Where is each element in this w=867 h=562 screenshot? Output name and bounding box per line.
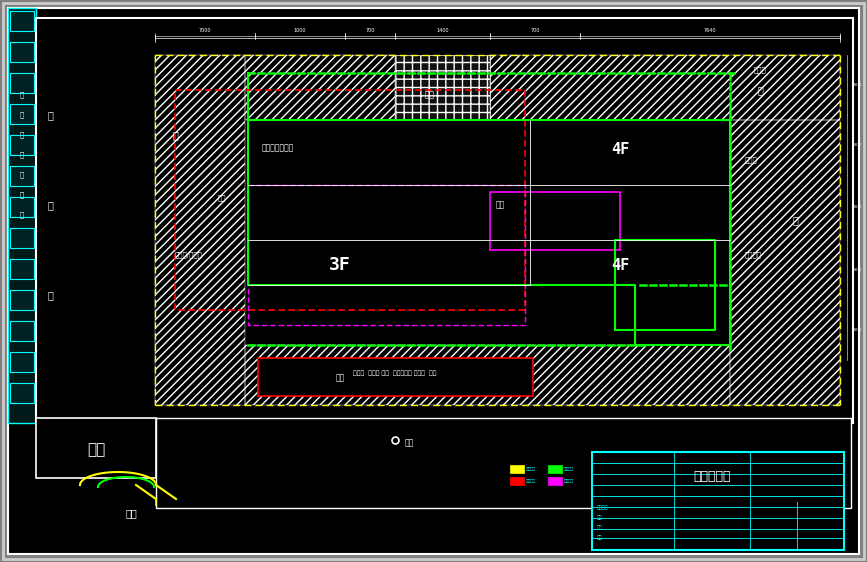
Text: 7000: 7000 — [199, 28, 212, 33]
Text: 沙: 沙 — [172, 130, 178, 140]
Bar — [548, 465, 562, 473]
Bar — [510, 477, 524, 485]
Bar — [10, 135, 34, 155]
Bar — [10, 290, 34, 310]
Bar — [155, 55, 245, 405]
Text: 红色虚线: 红色虚线 — [526, 479, 536, 483]
Bar — [10, 383, 34, 403]
Text: 动: 动 — [47, 290, 53, 300]
Bar — [395, 55, 490, 120]
Text: 道路: 道路 — [425, 90, 435, 99]
Text: 沙: 沙 — [757, 85, 763, 95]
Bar — [245, 345, 730, 405]
Text: 日期: 日期 — [597, 534, 603, 540]
Text: 700: 700 — [531, 28, 539, 33]
Text: 4F: 4F — [611, 257, 629, 273]
Text: 4F: 4F — [611, 143, 629, 157]
Text: 1000: 1000 — [294, 28, 306, 33]
Bar — [10, 166, 34, 186]
Text: 消防: 消防 — [218, 194, 226, 201]
Text: 布: 布 — [20, 192, 24, 198]
Bar — [10, 11, 34, 31]
Text: 7640: 7640 — [704, 28, 716, 33]
Bar — [258, 358, 533, 396]
Text: 1800: 1800 — [852, 206, 863, 210]
Bar — [592, 452, 844, 550]
Text: 南昌: 南昌 — [126, 508, 138, 518]
Text: 模板制作与堆放: 模板制作与堆放 — [262, 143, 295, 152]
Bar — [10, 259, 34, 279]
Text: 1800: 1800 — [852, 328, 863, 332]
Text: 水泥库/混凝土: 水泥库/混凝土 — [175, 252, 203, 259]
Bar — [490, 192, 620, 250]
Bar — [10, 228, 34, 248]
Text: 比例: 比例 — [597, 524, 603, 529]
Bar — [10, 73, 34, 93]
Bar — [36, 418, 156, 478]
Text: 3F: 3F — [329, 256, 351, 274]
Bar — [10, 42, 34, 62]
Bar — [10, 352, 34, 372]
Text: 1800: 1800 — [852, 83, 863, 87]
Text: 项目: 项目 — [597, 514, 603, 519]
Text: 劳: 劳 — [47, 200, 53, 210]
Bar — [156, 418, 851, 508]
Text: 黄色虚线: 黄色虚线 — [526, 467, 536, 471]
Text: 施工平面图: 施工平面图 — [694, 470, 731, 483]
Text: 1400: 1400 — [436, 28, 449, 33]
Text: 紫色虚线: 紫色虚线 — [564, 479, 574, 483]
Text: 面: 面 — [20, 152, 24, 158]
Text: 置: 置 — [20, 212, 24, 218]
Text: 施: 施 — [20, 92, 24, 98]
Text: 大门: 大门 — [87, 442, 105, 457]
Text: 1800: 1800 — [852, 143, 863, 147]
Text: 绿色实线: 绿色实线 — [564, 467, 574, 471]
Text: 升降道: 升降道 — [745, 157, 758, 164]
Text: 道路: 道路 — [336, 374, 344, 383]
Text: 1800: 1800 — [852, 268, 863, 272]
Bar — [615, 240, 715, 330]
Text: 电源: 电源 — [405, 438, 414, 447]
Bar — [10, 321, 34, 341]
Bar — [245, 55, 395, 120]
Bar — [548, 477, 562, 485]
Text: 图: 图 — [20, 172, 24, 178]
Bar — [10, 197, 34, 217]
Text: 700: 700 — [365, 28, 375, 33]
Bar — [36, 18, 853, 423]
Text: 消清测: 消清测 — [753, 67, 766, 73]
Text: 施: 施 — [47, 110, 53, 120]
Bar — [730, 120, 840, 405]
Text: 砖砌围墙: 砖砌围墙 — [745, 252, 762, 259]
Text: 开放: 开放 — [495, 201, 505, 210]
Text: 门卫室  管理工 平房  工人休息室 配电室  厕所: 门卫室 管理工 平房 工人休息室 配电室 厕所 — [353, 370, 437, 376]
Text: 图纸名称: 图纸名称 — [597, 505, 609, 510]
Bar — [10, 104, 34, 124]
Bar — [8, 8, 36, 423]
Text: 沙: 沙 — [792, 215, 798, 225]
Bar — [510, 465, 524, 473]
Text: 工: 工 — [20, 112, 24, 119]
Text: 平: 平 — [20, 132, 24, 138]
Bar — [490, 55, 840, 120]
